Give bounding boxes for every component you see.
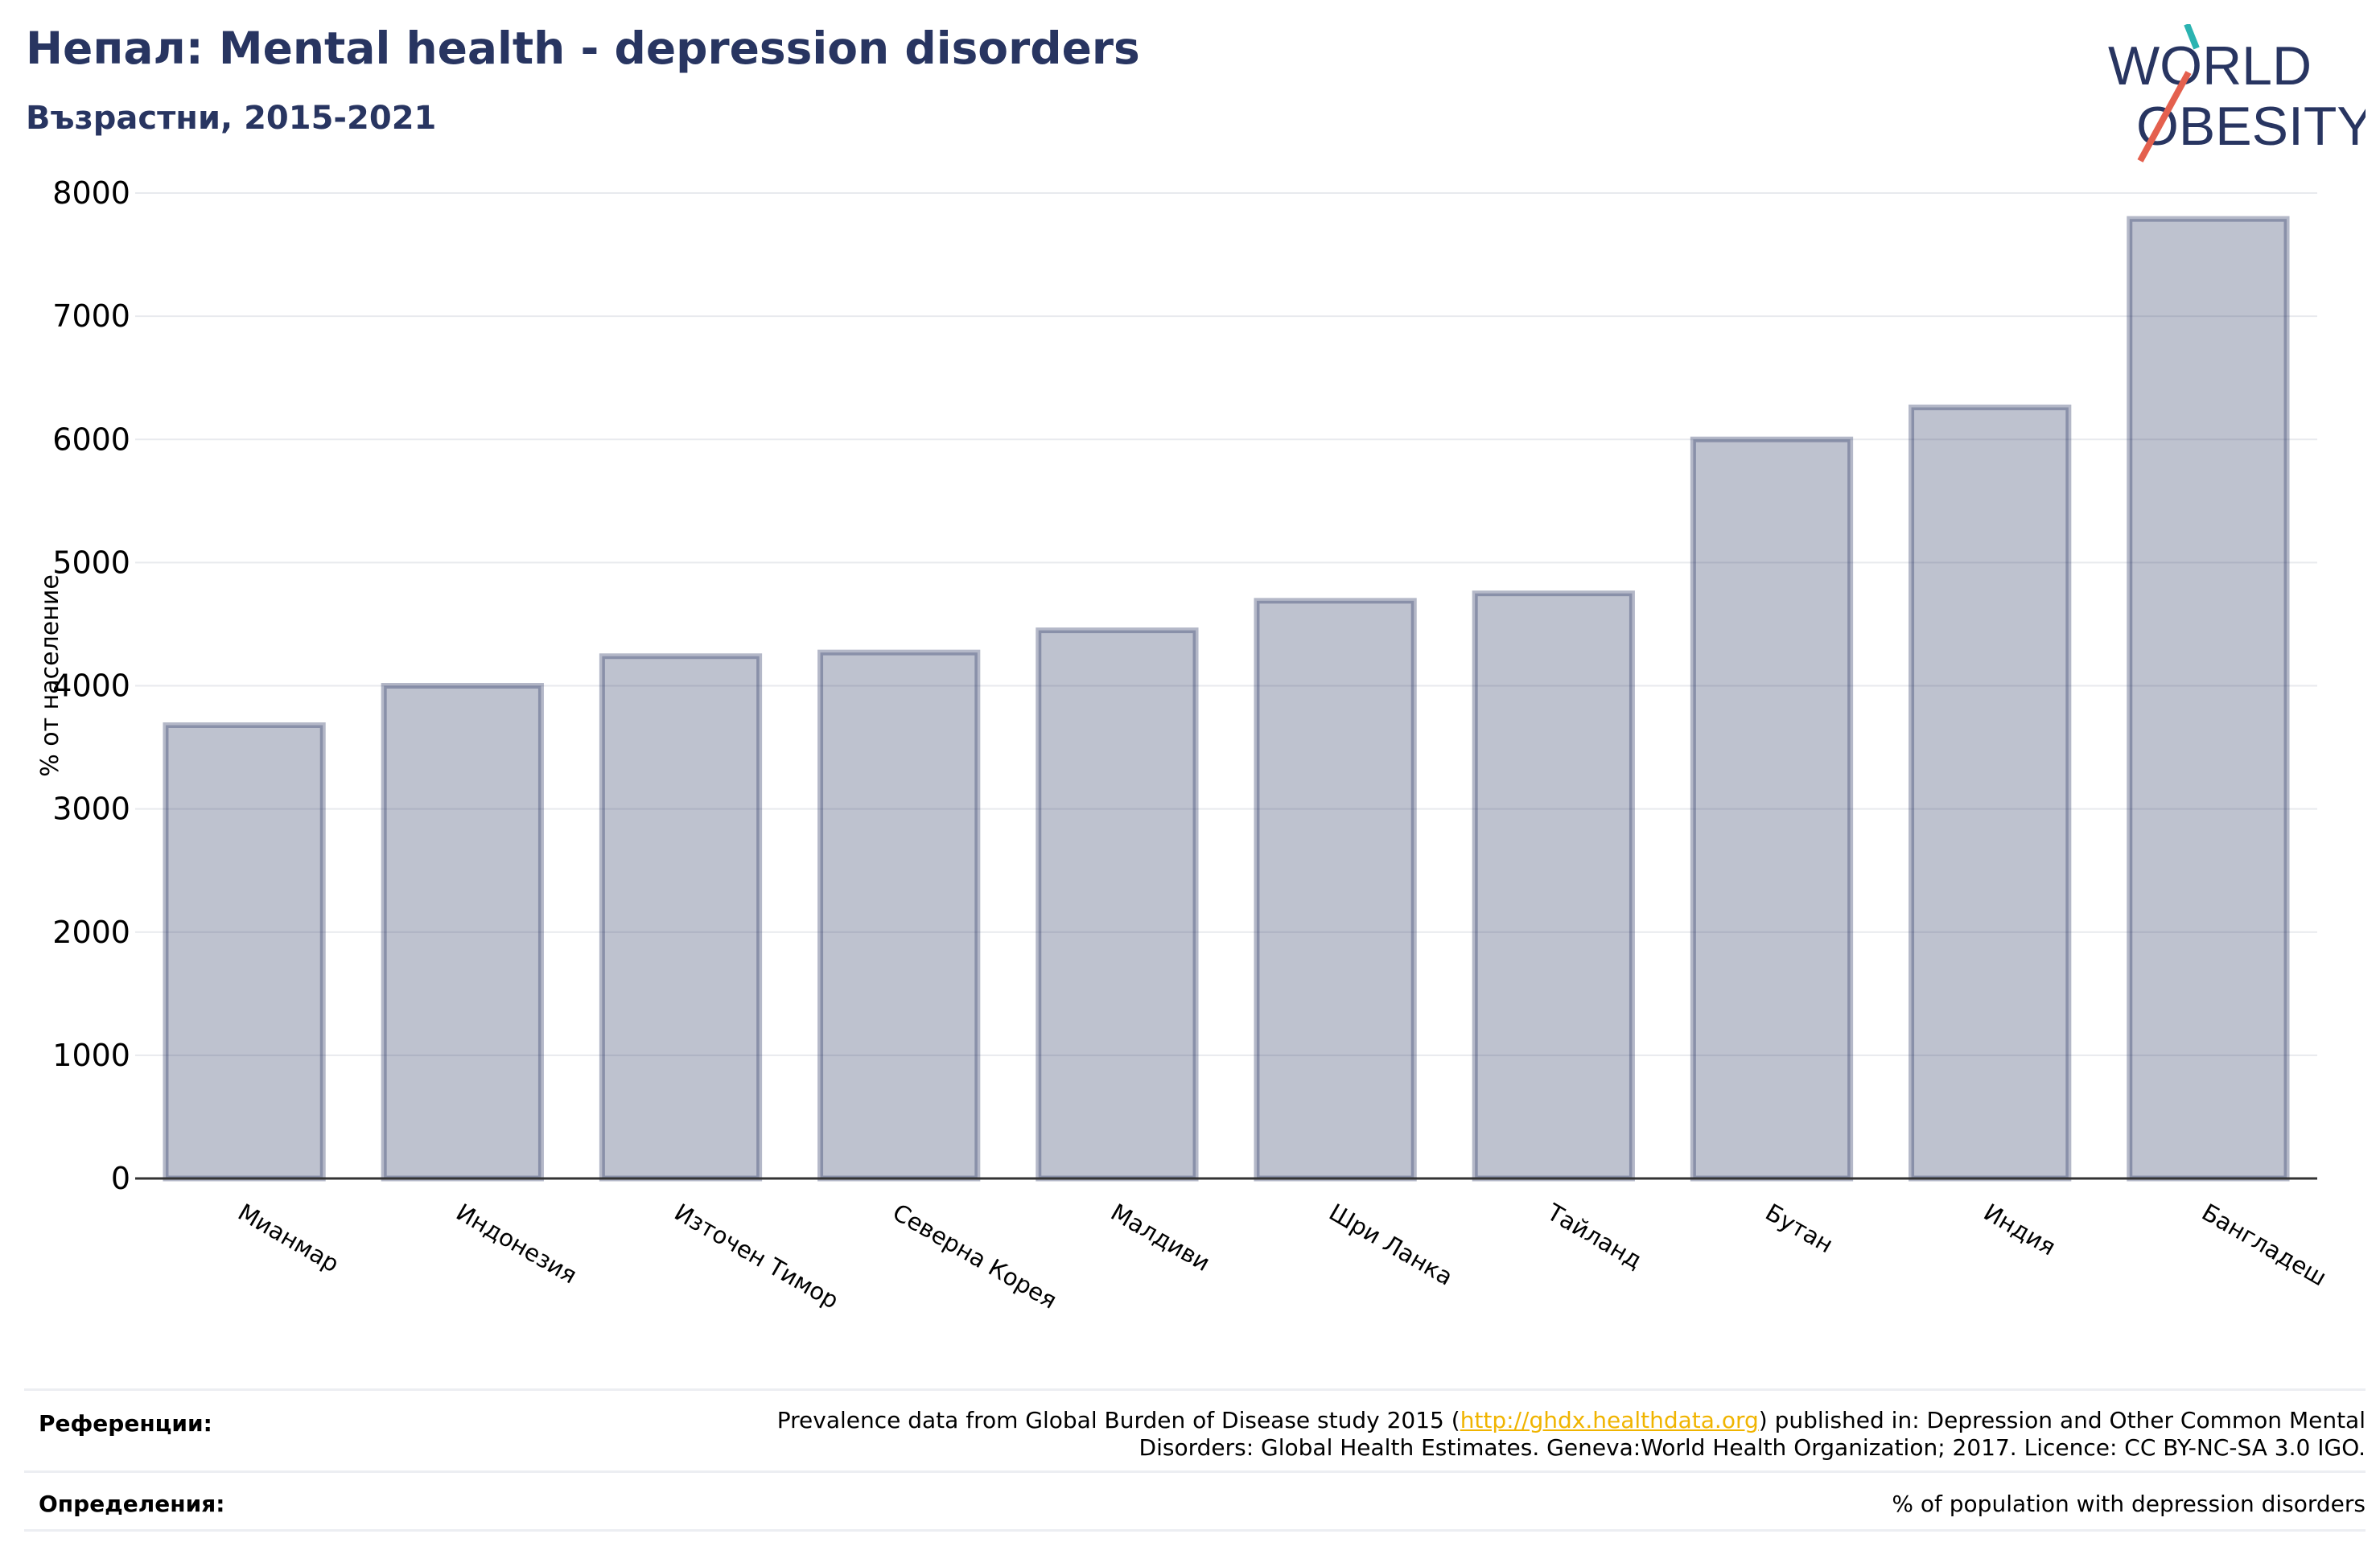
- x-tick-label: Бутан: [1761, 1199, 1839, 1259]
- references-row: Референции: Prevalence data from Global …: [24, 1388, 2366, 1473]
- y-tick-label: 5000: [52, 545, 130, 580]
- y-tick-label: 1000: [52, 1038, 130, 1073]
- bar: [1472, 590, 1635, 1182]
- references-link[interactable]: http://ghdx.healthdata.org: [1460, 1407, 1759, 1433]
- definitions-row: Определения: % of population with depres…: [24, 1470, 2366, 1532]
- logo-slash-teal: [2184, 24, 2200, 50]
- bar: [1690, 436, 1854, 1182]
- bar: [2127, 216, 2290, 1182]
- bar: [1254, 598, 1417, 1182]
- definitions-text: % of population with depression disorder…: [1892, 1491, 2366, 1517]
- logo-word-obesity: OBESITY: [2136, 96, 2366, 157]
- references-text: Prevalence data from Global Burden of Di…: [777, 1407, 2366, 1462]
- x-tick-label: Бангладеш: [2197, 1199, 2331, 1292]
- x-tick-label: Тайланд: [1542, 1198, 1646, 1274]
- definitions-label: Определения:: [39, 1491, 225, 1517]
- x-tick-label: Малдиви: [1106, 1199, 1215, 1277]
- world-obesity-logo: WORLD OBESITY: [2108, 24, 2366, 162]
- page-title: Непал: Mental health - depression disord…: [26, 23, 1140, 74]
- bar: [381, 683, 544, 1182]
- x-tick-label: Мианмар: [233, 1199, 344, 1278]
- bar: [1909, 404, 2072, 1182]
- y-tick-label: 7000: [52, 298, 130, 334]
- x-tick-label: Шри Ланка: [1324, 1199, 1457, 1291]
- logo-word-world: WORLD: [2108, 35, 2312, 97]
- y-axis-label: % от население: [36, 574, 64, 777]
- references-post: ) published in: Depression and Other Com…: [1758, 1407, 2366, 1433]
- x-tick-label: Северна Корея: [888, 1199, 1062, 1314]
- page-subtitle: Възрастни, 2015-2021: [26, 100, 437, 137]
- y-tick-label: 2000: [52, 915, 130, 950]
- references-line2: Disorders: Global Health Estimates. Gene…: [1139, 1434, 2366, 1461]
- y-tick-label: 0: [111, 1161, 130, 1196]
- bar: [599, 653, 763, 1182]
- y-tick-label: 6000: [52, 422, 130, 457]
- y-tick-label: 8000: [52, 175, 130, 211]
- x-tick-label: Индонезия: [451, 1199, 582, 1289]
- logo-slash-red: [2137, 71, 2192, 162]
- bar: [163, 722, 326, 1182]
- x-tick-label: Индия: [1979, 1199, 2061, 1261]
- y-tick-label: 4000: [52, 668, 130, 704]
- y-tick-label: 3000: [52, 792, 130, 827]
- bar: [817, 649, 981, 1182]
- bar-chart: 0 1000 2000 3000 4000 5000 6000 7000 8000 Мианмар…: [36, 175, 2331, 1314]
- x-tick-label: Източен Тимор: [670, 1199, 844, 1314]
- references-label: Референции:: [39, 1410, 212, 1437]
- references-pre: Prevalence data from Global Burden of Di…: [776, 1407, 1460, 1433]
- bar: [1036, 627, 1199, 1182]
